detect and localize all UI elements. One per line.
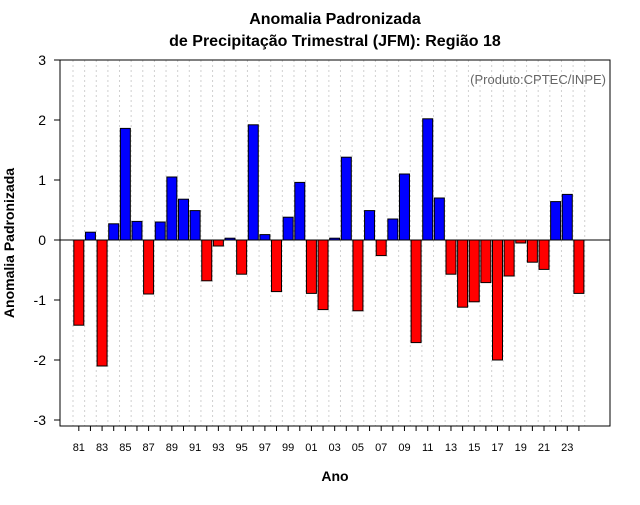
- bar-96: [247, 124, 259, 241]
- bar-06: [364, 210, 376, 241]
- bar-22: [550, 201, 562, 241]
- bar-95: [236, 239, 248, 275]
- bar-05: [352, 239, 364, 312]
- bar-17: [492, 239, 503, 361]
- x-tick-label: 83: [96, 442, 108, 454]
- x-axis: 81 83 85 87 89 91 93 95 97 99 01 03 05 07 09 11 13 15 17 19…: [73, 426, 580, 454]
- x-tick-label: 97: [259, 442, 271, 454]
- bar-07: [375, 239, 387, 257]
- bars: [73, 118, 585, 367]
- x-tick-label: 89: [166, 442, 178, 454]
- bar-87: [143, 239, 155, 295]
- bar-88: [154, 221, 166, 241]
- bar-92: [201, 239, 213, 282]
- x-tick-label: 95: [236, 442, 248, 454]
- y-tick-label: -2: [34, 352, 47, 368]
- bar-24: [573, 239, 585, 294]
- x-tick-label: 91: [189, 442, 201, 454]
- bar-98: [271, 239, 283, 293]
- bar-86: [131, 220, 143, 241]
- y-tick-label: -1: [34, 292, 47, 308]
- bar-19: [515, 239, 527, 244]
- y-axis-label: Anomalia Padronizada: [1, 168, 17, 318]
- x-tick-label: 17: [491, 442, 503, 454]
- bar-97: [259, 234, 271, 241]
- x-tick-label: 21: [538, 442, 550, 454]
- credit-text: (Produto:CPTEC/INPE): [470, 72, 606, 87]
- x-tick-label: 81: [73, 442, 85, 454]
- bar-15: [468, 239, 480, 303]
- y-tick-label: -3: [34, 412, 47, 428]
- bar-13: [445, 239, 457, 275]
- bar-14: [457, 239, 469, 308]
- bar-18: [503, 239, 515, 277]
- bar-89: [166, 176, 178, 241]
- bar-99: [282, 216, 294, 241]
- x-tick-label: 85: [119, 442, 131, 454]
- x-tick-label: 11: [422, 442, 433, 454]
- bar-16: [480, 239, 492, 284]
- vertical-gridlines: [72, 60, 586, 426]
- bar-04: [340, 156, 352, 241]
- bar-94: [224, 237, 236, 241]
- bar-93: [212, 239, 224, 247]
- bar-01: [305, 239, 317, 294]
- bar-91: [189, 210, 201, 241]
- x-tick-label: 09: [398, 442, 410, 454]
- x-tick-label: 93: [212, 442, 224, 454]
- bar-02: [317, 239, 329, 311]
- x-tick-label: 05: [352, 442, 364, 454]
- bar-11: [422, 118, 434, 241]
- bar-08: [387, 218, 399, 241]
- x-tick-label: 87: [142, 442, 154, 454]
- y-tick-label: 2: [38, 112, 46, 128]
- bar-84: [108, 223, 120, 241]
- bar-00: [294, 181, 306, 241]
- x-tick-label: 15: [468, 442, 480, 454]
- y-tick-label: 0: [38, 232, 46, 248]
- bar-12: [433, 197, 445, 241]
- y-tick-label: 1: [38, 172, 46, 188]
- y-tick-label: 3: [38, 52, 46, 68]
- bar-03: [329, 237, 341, 241]
- bar-09: [398, 173, 410, 241]
- chart-title-line1: Anomalia Padronizada: [249, 11, 421, 28]
- x-tick-label: 19: [515, 442, 527, 454]
- x-tick-label: 03: [329, 442, 341, 454]
- x-tick-label: 23: [561, 442, 573, 454]
- bar-20: [526, 239, 538, 263]
- bar-85: [119, 127, 131, 241]
- bar-83: [96, 239, 108, 367]
- x-axis-label: Ano: [321, 468, 348, 484]
- bar-82: [84, 231, 96, 241]
- bar-81: [73, 239, 85, 326]
- x-tick-label: 13: [445, 442, 457, 454]
- x-tick-label: 07: [375, 442, 387, 454]
- bar-90: [177, 198, 189, 241]
- y-axis: -3 -2 -1 0 1 2 3: [34, 52, 60, 428]
- bar-21: [538, 239, 550, 270]
- chart-title-line2: de Precipitação Trimestral (JFM): Região…: [169, 33, 501, 50]
- bar-23: [561, 193, 573, 241]
- x-tick-label: 01: [305, 442, 317, 454]
- x-tick-label: 99: [282, 442, 294, 454]
- bar-10: [410, 239, 422, 344]
